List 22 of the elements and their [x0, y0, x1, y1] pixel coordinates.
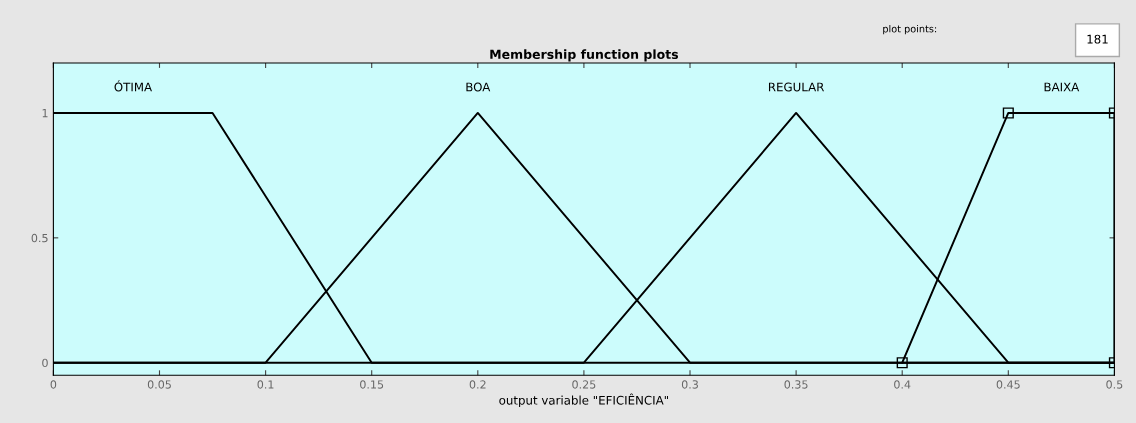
y-tick-label: 0.5: [31, 233, 48, 243]
x-tick-label: 0.15: [360, 380, 384, 389]
x-tick-label: 0.4: [894, 380, 911, 389]
y-tick-label: 0: [42, 358, 48, 368]
chart-title: Membership function plots: [490, 49, 679, 62]
text: REGULAR: [768, 82, 825, 92]
x-tick-label: 0.35: [784, 380, 808, 389]
x-tick-label: 0.05: [147, 380, 171, 389]
x-tick-label: 0: [50, 380, 57, 389]
x-tick-label: 0.5: [1106, 380, 1123, 389]
y-tick-label: 1: [42, 109, 48, 118]
x-tick-label: 0.3: [681, 380, 698, 389]
series-label: BAIXA: [1044, 82, 1080, 92]
x-tick-label: 0.45: [996, 380, 1020, 389]
x-tick-label: 0.2: [469, 380, 486, 389]
text: BOA: [466, 82, 491, 92]
x-tick-label: 0.25: [572, 380, 596, 389]
x-tick-label: 0.1: [257, 380, 274, 389]
text: 181: [1087, 34, 1108, 44]
text: plot points:: [883, 24, 937, 35]
x-axis-title: output variable "EFICIÊNCIA": [499, 393, 668, 407]
series-label: ÓTIMA: [114, 80, 152, 92]
